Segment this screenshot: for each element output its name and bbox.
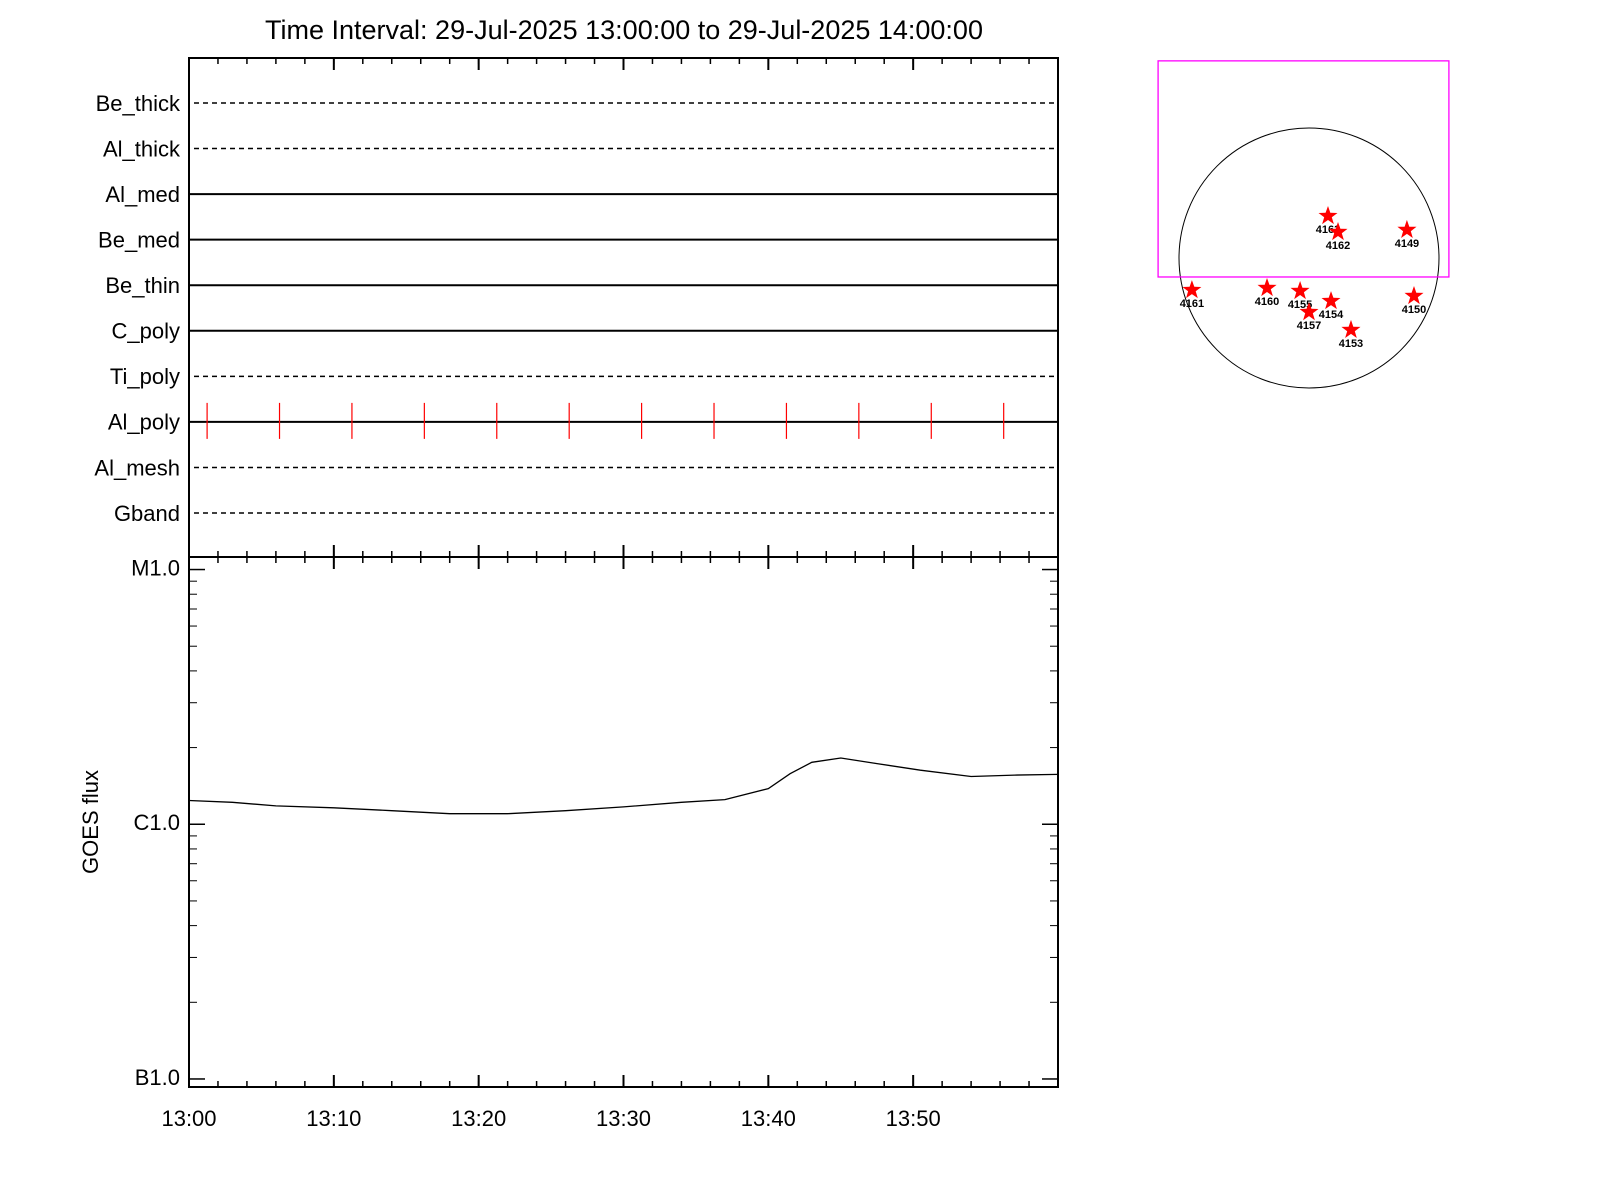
region-label: 4160 [1255, 296, 1279, 308]
filter-label: Al_mesh [94, 455, 180, 480]
active-region [1257, 278, 1277, 297]
filter-label: Be_med [98, 227, 180, 252]
field-of-view [1157, 60, 1450, 278]
active-region [1299, 302, 1319, 321]
active-region [1182, 280, 1202, 299]
filter-label: Al_med [105, 182, 180, 207]
region-label: 4155 [1288, 299, 1312, 311]
y-tick-label: B1.0 [135, 1065, 180, 1090]
active-region [1404, 286, 1424, 305]
y-axis-label: GOES flux [78, 770, 103, 874]
region-label: 4154 [1319, 309, 1344, 321]
x-tick-label: 13:10 [306, 1106, 361, 1131]
filter-label: Be_thin [105, 273, 180, 298]
filter-label: Al_thick [103, 136, 181, 161]
x-tick-label: 13:30 [596, 1106, 651, 1131]
x-tick-label: 13:40 [741, 1106, 796, 1131]
y-tick-label: M1.0 [131, 555, 180, 580]
region-label: 4149 [1395, 238, 1419, 250]
region-label: 4157 [1297, 320, 1321, 332]
x-tick-label: 13:20 [451, 1106, 506, 1131]
region-label: 4150 [1402, 304, 1426, 316]
active-region [1328, 222, 1348, 241]
filter-label: Al_poly [108, 410, 180, 435]
y-tick-label: C1.0 [134, 810, 180, 835]
filter-label: Gband [114, 501, 180, 526]
filter-label: Ti_poly [110, 364, 180, 389]
active-region [1290, 281, 1310, 300]
goes-curve [188, 757, 1059, 815]
timeline-frame [188, 57, 1059, 558]
region-label: 4162 [1326, 240, 1350, 252]
chart-title: Time Interval: 29-Jul-2025 13:00:00 to 2… [265, 15, 983, 45]
region-label: 4161 [1180, 298, 1204, 310]
filter-label: Be_thick [96, 91, 181, 116]
active-region [1341, 319, 1361, 338]
active-region [1397, 219, 1417, 238]
goes-frame [188, 556, 1059, 1088]
x-tick-label: 13:00 [161, 1106, 216, 1131]
solar-disk [1178, 127, 1440, 389]
active-region [1321, 291, 1341, 310]
filter-label: C_poly [112, 319, 180, 344]
x-tick-label: 13:50 [886, 1106, 941, 1131]
active-region [1318, 206, 1338, 225]
region-label: 4153 [1339, 338, 1363, 350]
